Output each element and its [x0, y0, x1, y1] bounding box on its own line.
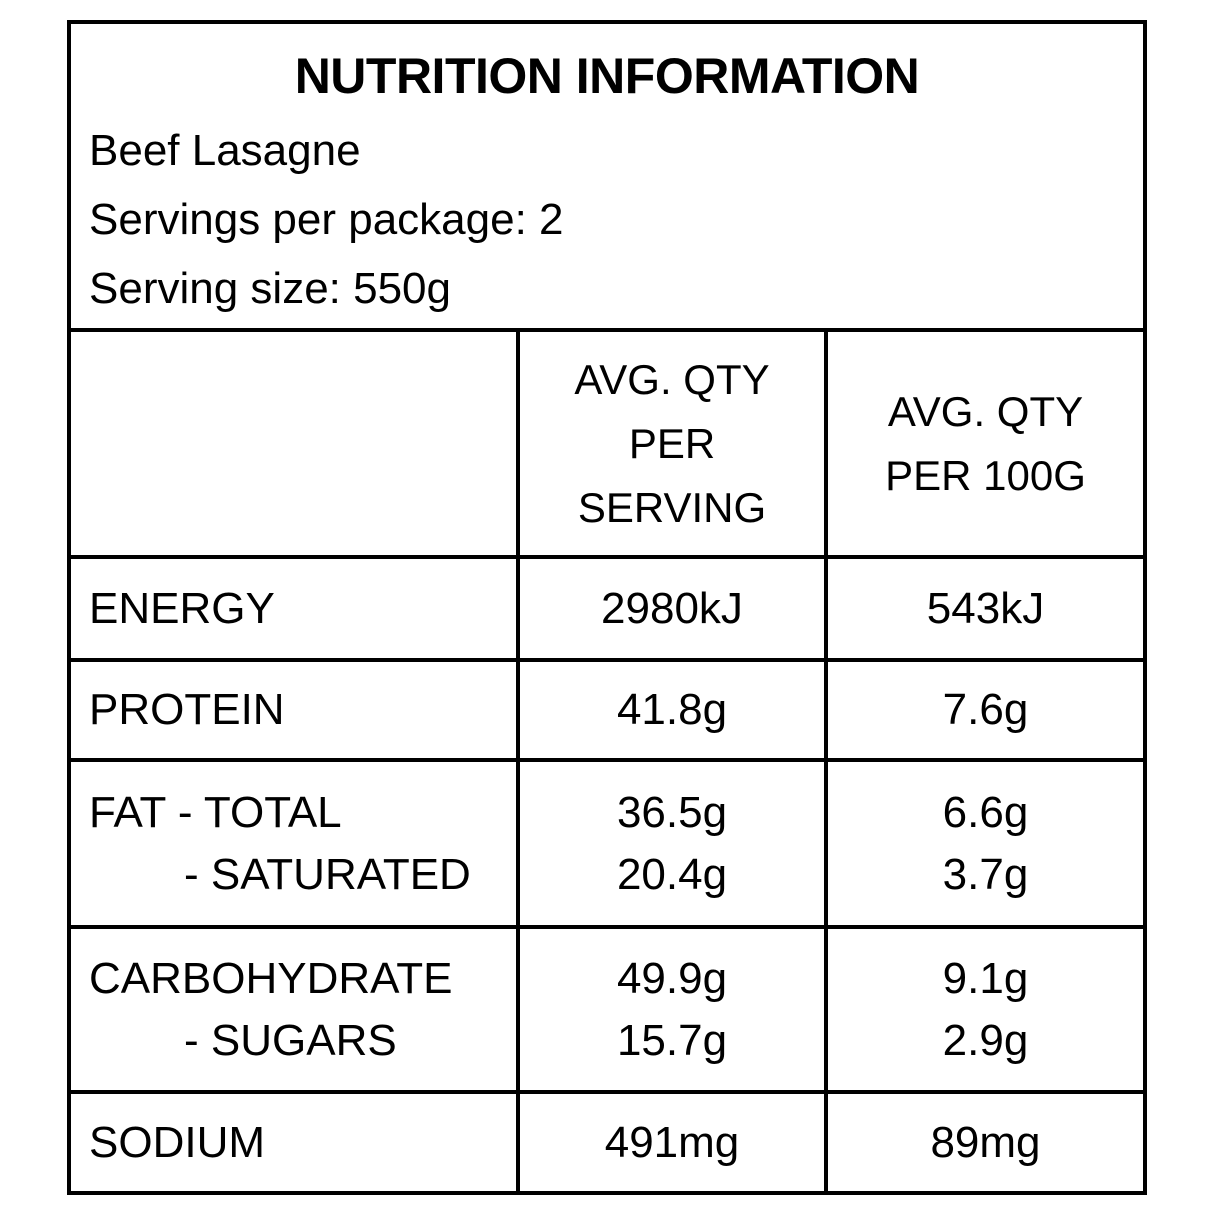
- table-row-sodium: SODIUM 491mg 89mg: [71, 1090, 1143, 1191]
- fat-total-per-100g-value: 6.6g: [942, 787, 1029, 837]
- fat-per-100g-cell: 6.6g 3.7g: [824, 762, 1143, 925]
- fat-saturated-label: - SATURATED: [184, 849, 471, 899]
- fat-per-serving-cell: 36.5g 20.4g: [516, 762, 824, 925]
- sodium-per-serving-cell: 491mg: [516, 1094, 824, 1191]
- energy-per-serving-value: 2980kJ: [601, 583, 743, 633]
- protein-label: PROTEIN: [89, 685, 285, 734]
- sugars-per-100g-value: 2.9g: [942, 1015, 1029, 1065]
- carbohydrate-per-serving-value: 49.9g: [616, 953, 728, 1003]
- sugars-label: - SUGARS: [184, 1015, 397, 1065]
- fat-saturated-per-100g-value: 3.7g: [942, 849, 1029, 899]
- panel-title: NUTRITION INFORMATION: [294, 48, 920, 104]
- carbohydrate-per-100g-value: 9.1g: [942, 953, 1029, 1003]
- column-header-per-100g-line2: PER 100G: [885, 451, 1086, 499]
- protein-per-serving-value: 41.8g: [616, 685, 728, 734]
- sodium-per-serving-value: 491mg: [604, 1117, 740, 1167]
- energy-label-cell: ENERGY: [71, 559, 516, 658]
- energy-per-serving-cell: 2980kJ: [516, 559, 824, 658]
- fat-total-per-serving-value: 36.5g: [616, 787, 728, 837]
- servings-per-package: Servings per package: 2: [89, 195, 564, 244]
- carbohydrate-per-100g-cell: 9.1g 2.9g: [824, 929, 1143, 1090]
- nutrition-panel: NUTRITION INFORMATION Beef Lasagne Servi…: [67, 20, 1147, 1195]
- protein-label-cell: PROTEIN: [71, 662, 516, 758]
- column-header-per-serving-line3: SERVING: [577, 483, 767, 531]
- fat-label-cell: FAT - TOTAL - SATURATED: [71, 762, 516, 925]
- column-header-per-100g: AVG. QTY PER 100G: [824, 332, 1143, 555]
- column-header-per-serving: AVG. QTY PER SERVING: [516, 332, 824, 555]
- table-row-fat: FAT - TOTAL - SATURATED 36.5g 20.4g 6.6g…: [71, 758, 1143, 925]
- table-row-energy: ENERGY 2980kJ 543kJ: [71, 555, 1143, 658]
- column-header-blank: [71, 332, 516, 555]
- fat-saturated-per-serving-value: 20.4g: [616, 849, 728, 899]
- sodium-per-100g-cell: 89mg: [824, 1094, 1143, 1191]
- serving-size: Serving size: 550g: [89, 264, 451, 313]
- energy-per-100g-value: 543kJ: [926, 583, 1045, 633]
- fat-total-label: FAT - TOTAL: [89, 787, 342, 837]
- product-name: Beef Lasagne: [89, 126, 361, 175]
- column-header-per-100g-line1: AVG. QTY: [887, 387, 1084, 435]
- sugars-per-serving-value: 15.7g: [616, 1015, 728, 1065]
- column-header-per-serving-line1: AVG. QTY: [574, 355, 770, 403]
- sodium-label-cell: SODIUM: [71, 1094, 516, 1191]
- panel-header: NUTRITION INFORMATION Beef Lasagne Servi…: [71, 24, 1143, 328]
- carbohydrate-label-cell: CARBOHYDRATE - SUGARS: [71, 929, 516, 1090]
- protein-per-100g-value: 7.6g: [942, 685, 1029, 734]
- column-header-per-serving-line2: PER: [628, 419, 716, 467]
- energy-per-100g-cell: 543kJ: [824, 559, 1143, 658]
- table-header-row: AVG. QTY PER SERVING AVG. QTY PER 100G: [71, 328, 1143, 555]
- carbohydrate-label: CARBOHYDRATE: [89, 953, 453, 1003]
- sodium-per-100g-value: 89mg: [930, 1117, 1041, 1167]
- protein-per-100g-cell: 7.6g: [824, 662, 1143, 758]
- energy-label: ENERGY: [89, 583, 275, 633]
- protein-per-serving-cell: 41.8g: [516, 662, 824, 758]
- table-row-protein: PROTEIN 41.8g 7.6g: [71, 658, 1143, 758]
- carbohydrate-per-serving-cell: 49.9g 15.7g: [516, 929, 824, 1090]
- sodium-label: SODIUM: [89, 1117, 265, 1167]
- table-row-carbohydrate: CARBOHYDRATE - SUGARS 49.9g 15.7g 9.1g 2…: [71, 925, 1143, 1090]
